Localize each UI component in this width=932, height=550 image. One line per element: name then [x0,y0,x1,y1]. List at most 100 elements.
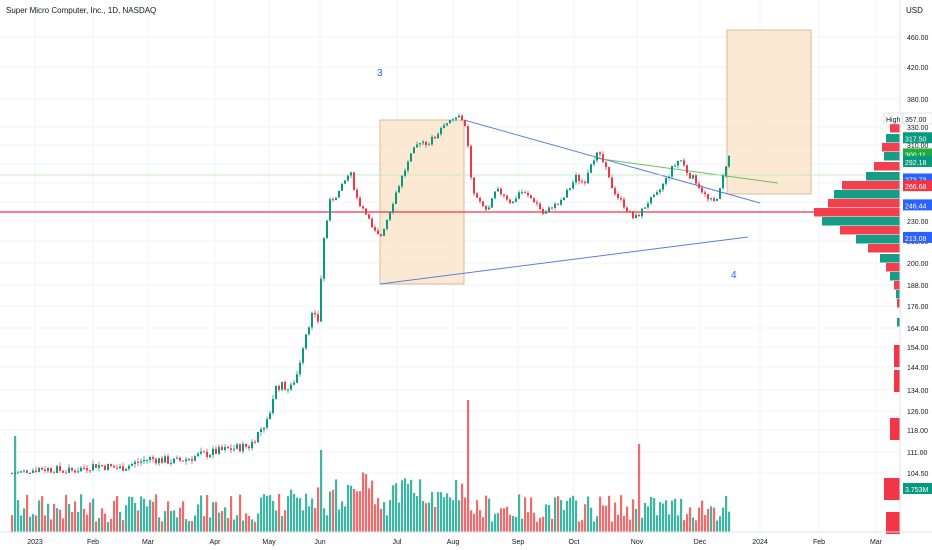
volume-bar [251,519,254,532]
candle-body [458,115,460,118]
projection-box-1 [379,119,465,285]
volume-bar [137,510,140,532]
volume-bar [563,510,566,532]
candle-body [266,419,268,428]
x-tick-label: Oct [569,539,580,546]
volume-bar [425,503,428,532]
volume-bar [701,500,704,532]
volume-bar [626,506,629,532]
candle-body [398,186,400,193]
candle-body [632,211,634,219]
profile-bar-lower [894,370,900,392]
candle-body [131,464,133,466]
volume-bar [401,480,404,532]
x-tick-label: Nov [631,539,644,546]
candle-body [692,175,694,179]
volume-bar [284,510,287,532]
candle-body [188,458,190,460]
y-tick-label: 126.00 [907,409,929,416]
volume-bar [185,519,188,532]
price-label-text: 3.753M [905,487,929,494]
x-tick-label: Feb [813,539,825,546]
volume-bar [725,495,728,532]
volume-bar [62,518,65,532]
y-tick-label: 200.00 [907,261,929,268]
volume-bar [161,521,164,532]
volume-bar [320,450,323,532]
candle-body [611,177,613,189]
volume-bar [245,513,248,532]
volume-bar [542,516,545,532]
candle-body [473,177,475,194]
volume-bar [449,497,452,532]
candle-body [383,228,385,236]
x-tick-label: Jun [314,539,325,546]
candle-body [530,195,532,199]
candle-body [353,172,355,190]
price-label: High 357.00 [883,112,932,125]
candle-body [179,457,181,461]
candle-body [455,117,457,120]
volume-bar [488,498,491,532]
volume-bar [206,494,209,532]
candle-body [206,451,208,457]
price-label-box [903,173,932,185]
volume-bar [575,500,578,532]
candle-body [50,468,52,473]
candle-body [338,190,340,198]
candle-body [197,453,199,457]
candle-body [392,203,394,213]
drawing-layer: 34 [0,29,900,285]
volume-bar [215,502,218,532]
volume-bar [212,502,215,532]
volume-bar [164,511,167,532]
volume-bar [491,521,494,532]
x-tick-label: Sep [512,539,525,546]
price-label: 300.11 [903,148,932,160]
volume-bar [17,500,20,532]
volume-bar [101,508,104,532]
candle-body [686,165,688,174]
volume-bar [557,496,560,532]
candle-body [464,120,466,127]
candle-body [602,154,604,163]
candle-body [218,447,220,454]
candle-body [170,462,172,464]
candle-body [509,199,511,204]
x-tick-label: 2024 [752,539,768,546]
candle-body [650,197,652,204]
candle-body [224,447,226,451]
candle-body [728,155,730,167]
candle-body [449,119,451,124]
profile-bar [886,134,900,143]
volume-bar [689,507,692,532]
volume-bar [44,515,47,532]
volume-bar [629,519,632,532]
volume-bar [398,502,401,532]
candle-body [674,165,676,167]
volume-bar [128,496,131,532]
volume-bar [140,496,143,532]
volume-bar [419,479,422,532]
wave-label-3: 3 [377,68,383,79]
candle-body [536,202,538,204]
volume-bar [623,515,626,532]
candle-body [644,207,646,209]
volume-bar [536,521,539,532]
volume-bar [323,508,326,532]
candle-body [113,465,115,468]
volume-bar [107,521,110,532]
candle-body [512,201,514,204]
candle-body [341,183,343,191]
volume-bar [95,521,98,532]
profile-bar [890,272,900,281]
volume-bar [569,497,572,532]
candle-body [443,125,445,129]
candle-body [254,441,256,443]
upper-trendline [463,119,761,204]
candle-body [623,199,625,208]
candle-body [116,467,118,469]
volume-bar [146,506,149,532]
